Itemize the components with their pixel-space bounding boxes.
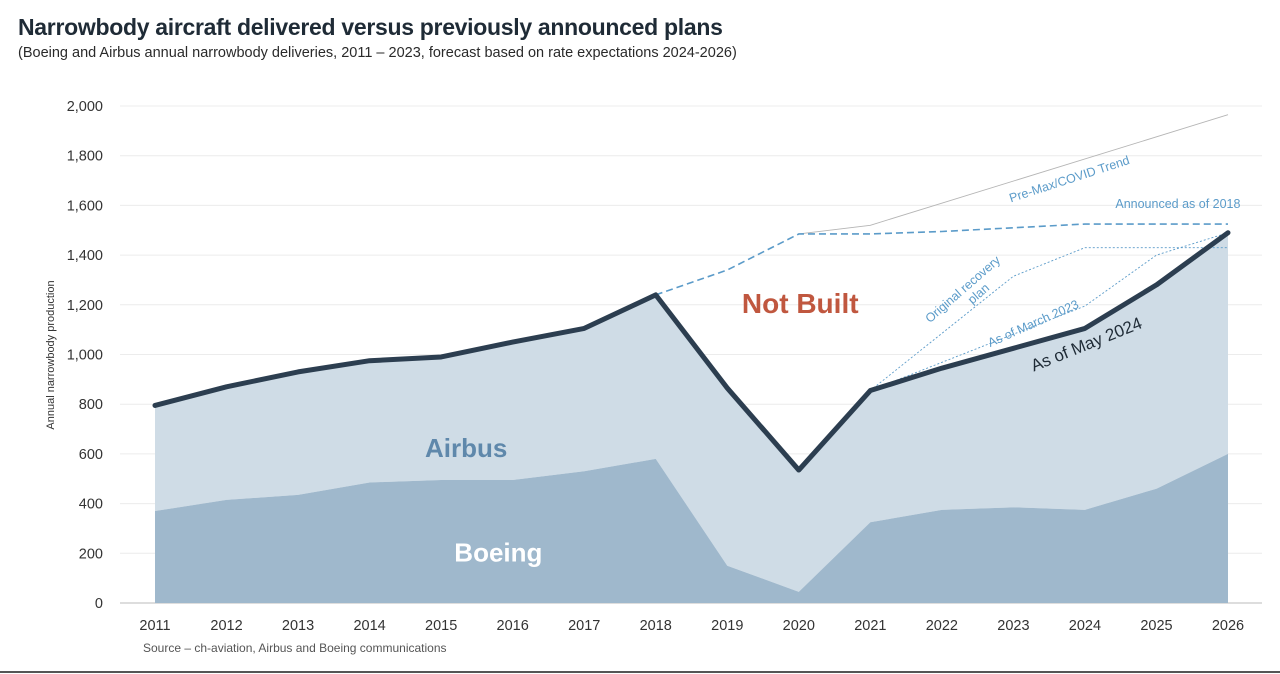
chart-title: Narrowbody aircraft delivered versus pre… [18,14,723,40]
y-tick-label: 2,000 [67,99,103,115]
total-deliveries-line-group [152,230,1231,473]
y-tick-label: 600 [79,447,103,463]
not-built-label: Not Built [742,288,859,319]
x-tick-label: 2013 [282,618,314,634]
y-tick-label: 1,800 [67,149,103,165]
original-recovery-plan-label: Original recovery [923,253,1004,326]
x-tick-label: 2023 [997,618,1029,634]
boeing-area [155,453,1228,603]
airbus-area-label: Airbus [425,433,507,463]
stacked-areas [155,232,1228,603]
y-tick-label: 1,000 [67,348,103,364]
y-tick-label: 1,600 [67,198,103,214]
y-tick-label: 0 [95,596,103,612]
x-tick-label: 2018 [640,618,672,634]
x-tick-label: 2024 [1069,618,1101,634]
boeing-area-label: Boeing [454,537,542,567]
chart-subtitle: (Boeing and Airbus annual narrowbody del… [18,45,737,61]
y-tick-label: 400 [79,497,103,513]
x-tick-label: 2025 [1140,618,1172,634]
x-tick-label: 2026 [1212,618,1244,634]
y-axis-ticks: 0 200 400 600 800 1,000 1,200 1,400 1,600 1,800 2,… [67,99,103,612]
x-tick-label: 2019 [711,618,743,634]
y-axis-label: Annual narrowbody production [45,280,57,429]
x-tick-label: 2012 [210,618,242,634]
x-axis-ticks: 2011 2012 2013 2014 2015 2016 2017 2018 2019 2020… [139,618,1244,634]
pre-max-trend-label: Pre-Max/COVID Trend [1007,153,1131,205]
bottom-divider [0,671,1280,673]
y-tick-label: 200 [79,546,103,562]
x-tick-label: 2015 [425,618,457,634]
plan-line [870,247,1228,391]
x-tick-label: 2020 [783,618,815,634]
x-tick-label: 2011 [139,618,170,634]
announced-2018-label: Announced as of 2018 [1115,197,1240,211]
total-deliveries-line [152,230,1231,473]
plan-lines [655,114,1229,391]
y-tick-label: 1,200 [67,298,103,314]
source-note: Source – ch-aviation, Airbus and Boeing … [143,641,447,655]
x-tick-label: 2017 [568,618,600,634]
plan-line [655,223,1228,296]
airbus-area [155,232,1228,592]
x-tick-label: 2014 [353,618,385,634]
x-tick-label: 2022 [926,618,958,634]
y-tick-label: 800 [79,397,103,413]
x-tick-label: 2021 [854,618,886,634]
plan-line [798,114,1229,235]
y-tick-label: 1,400 [67,248,103,264]
x-tick-label: 2016 [497,618,529,634]
